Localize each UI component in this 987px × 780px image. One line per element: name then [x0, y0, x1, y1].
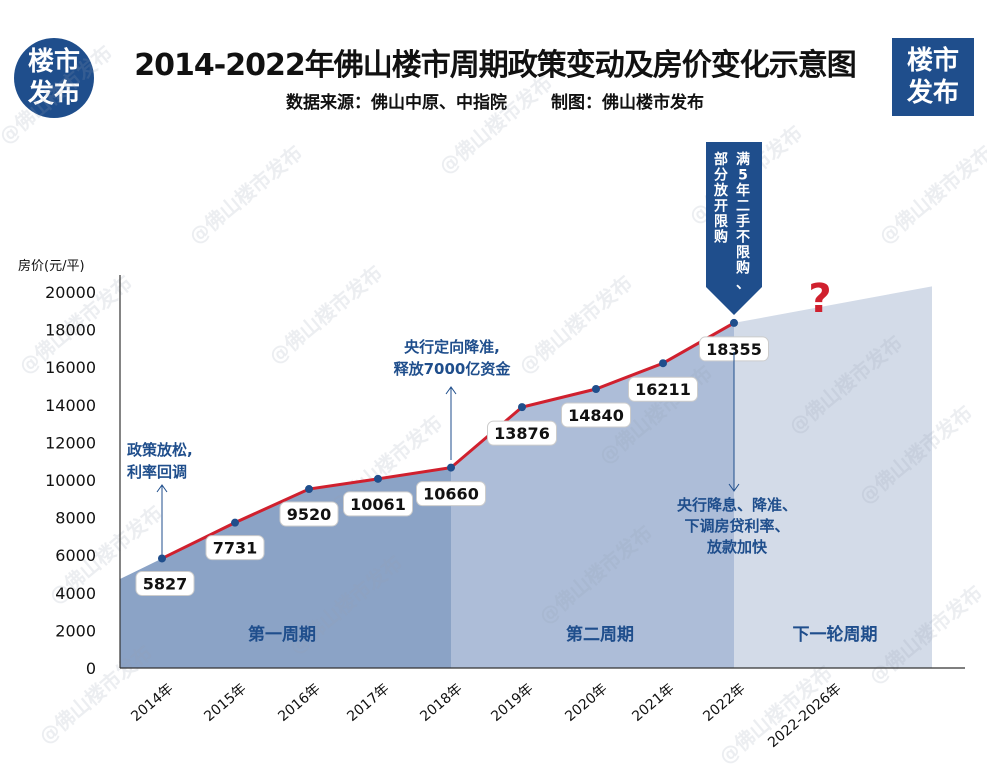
watermark: @佛山楼市发布: [184, 140, 307, 248]
period-area-3: [734, 286, 932, 668]
logo-left: 楼市 发布: [14, 38, 94, 118]
callout-char: 放: [713, 182, 729, 199]
data-label: 18355: [706, 340, 762, 359]
x-tick-label: 2019年: [488, 681, 536, 725]
data-label-box: [205, 535, 265, 561]
data-label: 10061: [350, 495, 406, 514]
callout-char: 5: [738, 168, 748, 184]
callout-char: 满: [736, 151, 750, 168]
y-tick-label: 8000: [55, 509, 96, 528]
callout-char: 二: [736, 199, 750, 215]
data-label: 5827: [143, 574, 188, 593]
watermark: @佛山楼市发布: [0, 40, 117, 148]
data-label: 16211: [635, 380, 691, 399]
y-tick-label: 12000: [45, 433, 96, 452]
callout-char: 、: [736, 276, 750, 292]
data-point: [305, 485, 313, 494]
y-tick-label: 16000: [45, 358, 96, 377]
data-point: [659, 359, 667, 368]
watermark: @佛山楼市发布: [874, 140, 987, 248]
watermark: @佛山楼市发布: [34, 640, 157, 748]
data-label-box: [416, 481, 486, 507]
x-tick-label: 2014年: [128, 681, 176, 725]
data-point: [158, 554, 166, 563]
callout-char: 不: [736, 230, 750, 246]
arrowhead: [728, 483, 740, 492]
y-tick-label: 0: [86, 659, 96, 678]
x-tick-label: 2021年: [629, 681, 677, 725]
annotation-text: 央行定向降准,: [404, 338, 500, 356]
watermark: @佛山楼市发布: [264, 260, 387, 368]
callout-char: 手: [736, 213, 750, 230]
data-label: 7731: [213, 539, 258, 558]
period-label: 第二周期: [566, 624, 634, 645]
watermark: @佛山楼市发布: [434, 70, 557, 178]
data-label-box: [279, 501, 339, 527]
x-tick-label: 2018年: [417, 681, 465, 725]
data-label-box: [487, 420, 557, 446]
callout-char: 分: [714, 168, 728, 184]
y-tick-label: 6000: [55, 546, 96, 565]
data-point: [447, 463, 455, 472]
callout-char: 限: [736, 245, 750, 261]
chart-maker: 制图：佛山楼市发布: [551, 93, 704, 113]
x-tick-label: 2022年: [700, 681, 748, 725]
x-tick-label: 2015年: [201, 681, 249, 725]
chart-title: 2014-2022年佛山楼市周期政策变动及房价变化示意图: [134, 48, 856, 83]
callout-char: 限: [714, 214, 728, 230]
data-point: [592, 385, 600, 394]
x-tick-label: 2020年: [562, 681, 610, 725]
data-label-box: [343, 491, 413, 517]
data-label: 10660: [423, 485, 479, 504]
policy-callout: [706, 142, 762, 315]
annotation-text: 央行降息、降准、: [677, 496, 797, 514]
chart-subtitle: 数据来源：佛山中原、中指院 制图：佛山楼市发布: [100, 88, 890, 113]
arrowhead: [445, 386, 457, 395]
data-label-box: [561, 402, 631, 428]
data-point: [231, 518, 239, 527]
data-point: [518, 403, 526, 412]
annotation-text: 政策放松,: [127, 441, 193, 459]
y-tick-label: 14000: [45, 396, 96, 415]
y-tick-label: 20000: [45, 283, 96, 302]
data-label: 14840: [568, 406, 624, 425]
annotation-text: 释放7000亿资金: [394, 360, 512, 378]
callout-char: 年: [736, 182, 750, 199]
callout-char: 开: [714, 199, 728, 215]
watermark: @佛山楼市发布: [514, 270, 637, 378]
y-tick-label: 2000: [55, 621, 96, 640]
y-axis-label: 房价(元/平): [18, 258, 85, 274]
y-tick-label: 4000: [55, 584, 96, 603]
data-point: [730, 318, 738, 327]
annotation-text: 放款加快: [706, 538, 768, 556]
data-label-box: [135, 570, 195, 596]
question-mark: ?: [808, 276, 831, 322]
data-label: 9520: [287, 505, 332, 524]
y-tick-label: 10000: [45, 471, 96, 490]
annotation-text: 利率回调: [127, 463, 187, 481]
data-point: [374, 474, 382, 483]
callout-char: 购: [736, 260, 750, 277]
x-tick-label: 2016年: [275, 681, 323, 725]
data-label: 13876: [494, 424, 550, 443]
data-label-box: [628, 376, 698, 402]
period-label: 下一轮周期: [793, 624, 878, 645]
x-tick-label: 2017年: [344, 681, 392, 725]
callout-char: 购: [714, 229, 728, 246]
period-label: 第一周期: [248, 624, 316, 645]
period-area-1: [120, 467, 451, 668]
callout-char: 部: [714, 151, 728, 168]
y-tick-label: 18000: [45, 321, 96, 340]
arrowhead: [156, 484, 168, 493]
logo-right: 楼市 发布: [892, 38, 974, 116]
annotation-text: 下调房贷利率、: [684, 517, 789, 535]
data-source: 数据来源：佛山中原、中指院: [286, 93, 507, 113]
